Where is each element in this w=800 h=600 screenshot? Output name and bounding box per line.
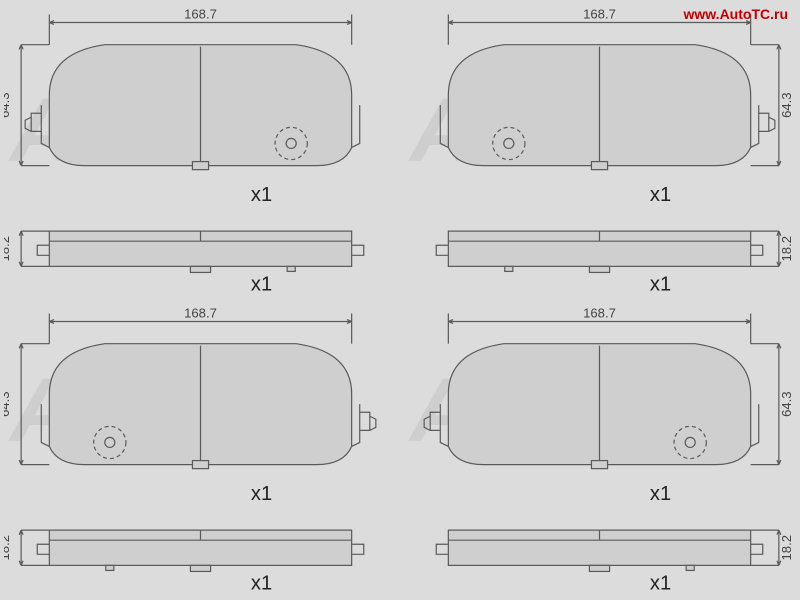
svg-text:168.7: 168.7 [583, 305, 616, 320]
svg-text:18.2: 18.2 [779, 236, 794, 261]
svg-text:18.2: 18.2 [779, 535, 794, 560]
svg-text:168.7: 168.7 [583, 6, 616, 21]
svg-text:168.7: 168.7 [184, 305, 217, 320]
svg-text:x1: x1 [650, 274, 671, 296]
svg-text:x1: x1 [650, 573, 671, 595]
svg-text:x1: x1 [251, 184, 272, 206]
svg-text:168.7: 168.7 [184, 6, 217, 21]
svg-text:x1: x1 [251, 573, 272, 595]
svg-text:64.3: 64.3 [779, 391, 794, 416]
svg-text:64.3: 64.3 [4, 92, 12, 117]
svg-text:18.2: 18.2 [4, 236, 12, 261]
pad-drawing: 168.7 64.3 18.2 x1 x1 [4, 4, 397, 297]
svg-text:x1: x1 [650, 483, 671, 505]
brake-pad-cell-2: 168.7 64.3 18.2 x1 x1 [403, 4, 796, 297]
diagram-grid: 168.7 64.3 18.2 x1 x1 168.7 64.3 18.2 x1 x1 168.… [4, 4, 796, 596]
pad-drawing: 168.7 64.3 18.2 x1 x1 [403, 4, 796, 297]
brake-pad-cell-4: 168.7 64.3 18.2 x1 x1 [403, 303, 796, 596]
svg-text:64.3: 64.3 [4, 391, 12, 416]
svg-text:18.2: 18.2 [4, 535, 12, 560]
brake-pad-cell-1: 168.7 64.3 18.2 x1 x1 [4, 4, 397, 297]
svg-text:x1: x1 [251, 274, 272, 296]
brake-pad-cell-3: 168.7 64.3 18.2 x1 x1 [4, 303, 397, 596]
watermark-url: www.AutoTC.ru [684, 6, 788, 22]
svg-text:x1: x1 [650, 184, 671, 206]
svg-text:64.3: 64.3 [779, 92, 794, 117]
svg-text:x1: x1 [251, 483, 272, 505]
pad-drawing: 168.7 64.3 18.2 x1 x1 [4, 303, 397, 596]
pad-drawing: 168.7 64.3 18.2 x1 x1 [403, 303, 796, 596]
